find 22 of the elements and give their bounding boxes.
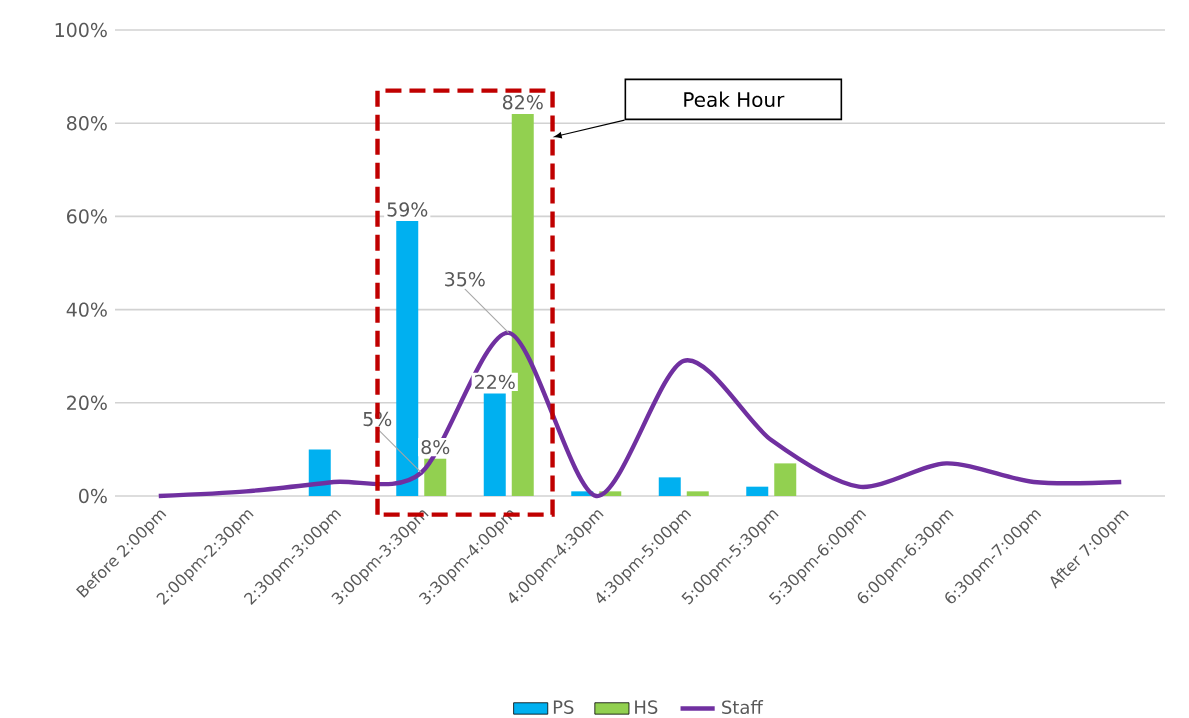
bar: [686, 491, 709, 496]
line-series: [156, 330, 1124, 499]
legend-label: HS: [635, 700, 658, 714]
y-tick-label: 100%: [55, 22, 107, 38]
bar: [658, 477, 681, 496]
bar: [308, 449, 331, 496]
data-label: 35%: [445, 272, 485, 287]
annotation: Peak Hour: [684, 91, 785, 108]
y-tick-label: 40%: [66, 302, 107, 317]
bar: [746, 486, 769, 496]
data-label: 8%: [421, 439, 450, 455]
bar: [396, 221, 419, 496]
bar: [774, 463, 797, 496]
y-tick-label: 0%: [79, 488, 107, 504]
data-label: 59%: [387, 202, 428, 217]
data-label: 22%: [475, 374, 515, 390]
legend-label: Staff: [722, 700, 764, 715]
legend-label: PS: [553, 700, 574, 714]
y-tick-label: 60%: [67, 209, 107, 224]
y-tick-label: 80%: [66, 116, 107, 131]
y-tick-label: 20%: [67, 395, 107, 410]
data-label: 82%: [502, 95, 543, 110]
